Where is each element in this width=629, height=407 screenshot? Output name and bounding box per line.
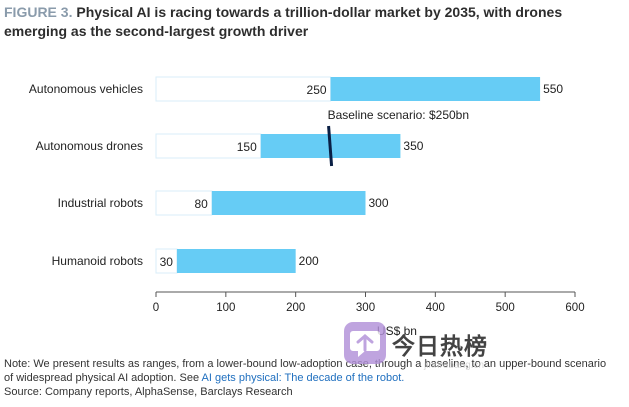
high-value-label: 350 xyxy=(403,139,423,153)
x-tick-label: 0 xyxy=(153,302,159,314)
source-line: Source: Company reports, AlphaSense, Bar… xyxy=(4,386,293,398)
range-stub-autonomous-vehicles xyxy=(155,76,332,102)
category-label-industrial-robots: Industrial robots xyxy=(58,196,143,210)
range-stub-autonomous-drones xyxy=(155,133,262,159)
x-tick-label: 100 xyxy=(216,302,235,314)
range-bar-humanoid-robots xyxy=(176,249,296,273)
baseline-marker xyxy=(327,125,334,167)
x-tick-label: 200 xyxy=(286,302,305,314)
x-tick-label: 300 xyxy=(356,302,375,314)
low-value-label: 80 xyxy=(195,197,209,211)
low-value-label: 250 xyxy=(307,83,327,97)
x-axis-title: US$ bn xyxy=(377,324,417,338)
footnote: Note: We present results as ranges, from… xyxy=(4,357,629,399)
x-tick-label: 500 xyxy=(496,302,515,314)
range-bar-industrial-robots xyxy=(211,191,366,215)
category-label-autonomous-vehicles: Autonomous vehicles xyxy=(29,82,143,96)
note-line-1: Note: We present results as ranges, from… xyxy=(4,358,607,370)
category-label-autonomous-drones: Autonomous drones xyxy=(36,139,143,153)
high-value-label: 200 xyxy=(299,254,319,268)
report-link[interactable]: AI gets physical: The decade of the robo… xyxy=(201,372,405,384)
low-value-label: 150 xyxy=(237,140,257,154)
category-label-humanoid-robots: Humanoid robots xyxy=(52,254,143,268)
watermark: 今日热榜 xyxy=(344,322,504,366)
figure-title-text: Physical AI is racing towards a trillion… xyxy=(4,4,563,39)
low-value-label: 30 xyxy=(160,255,174,269)
high-value-label: 300 xyxy=(369,196,389,210)
x-tick-label: 600 xyxy=(565,302,584,314)
figure-title: FIGURE 3. Physical AI is racing towards … xyxy=(4,3,624,41)
note-line-2-text: of widespread physical AI adoption. See xyxy=(4,372,202,384)
range-bar-autonomous-vehicles xyxy=(330,77,541,101)
figure-label: FIGURE 3. xyxy=(4,4,73,20)
high-value-label: 550 xyxy=(543,82,563,96)
watermark-name: 今日热榜 xyxy=(392,334,488,360)
range-stub-industrial-robots xyxy=(155,190,213,216)
x-tick-label: 400 xyxy=(426,302,445,314)
note-line-2: of widespread physical AI adoption. See … xyxy=(4,371,629,385)
watermark-url: jinrirebang.cn xyxy=(424,360,485,371)
watermark-logo xyxy=(344,322,386,364)
baseline-label: Baseline scenario: $250bn xyxy=(328,108,469,122)
chat-bubble-icon xyxy=(350,331,380,357)
